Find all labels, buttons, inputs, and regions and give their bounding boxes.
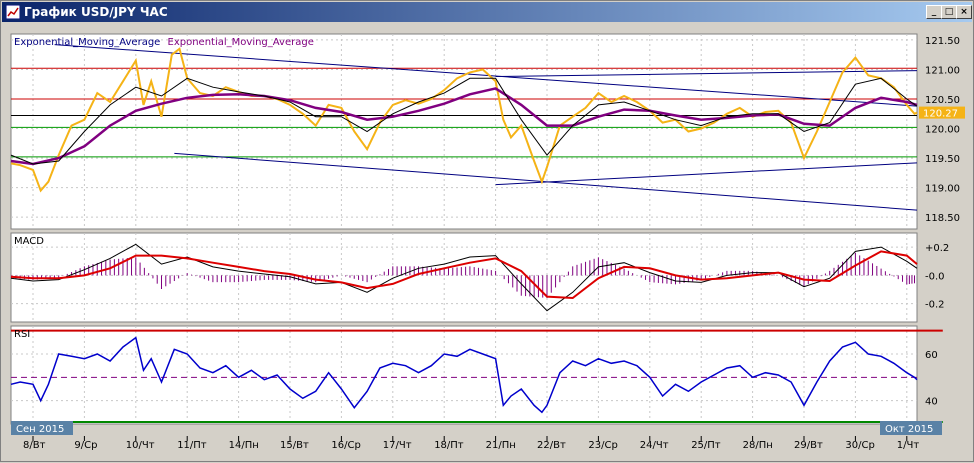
macd-plot-bg [10, 232, 918, 323]
rsi-grid [11, 326, 917, 424]
macd-signal-line [10, 250, 918, 300]
x-axis-labels: 8/Вт 9/Ср 10/Чт 11/Пт 14/Пн 15/Вт 16/Ср 17/Чт 18… [23, 436, 919, 451]
macd-title: MACD [14, 236, 44, 247]
month-start-label: Сен 2015 [16, 424, 64, 435]
trendline [495, 162, 918, 186]
rsi-pane[interactable]: RSI 60 40 [10, 325, 943, 425]
trendline [54, 44, 918, 107]
title-bar: График USD/JPY ЧАС _ □ × [2, 2, 972, 22]
macd-tick-label: -0.0 [925, 271, 945, 282]
x-tick-label: 17/Чт [383, 440, 412, 451]
ema-fast-line [10, 77, 918, 165]
x-tick-label: 18/Пт [434, 440, 464, 451]
minimize-button[interactable]: _ [926, 5, 942, 19]
price-trendlines [54, 44, 918, 211]
rsi-tick-label: 40 [925, 397, 938, 408]
x-tick-label: 15/Вт [280, 440, 309, 451]
ema-legend-1: Exponential_Moving_Average [14, 37, 160, 48]
x-tick-label: 23/Ср [588, 440, 617, 451]
price-tick-label: 119.50 [925, 154, 960, 165]
rsi-line [10, 336, 918, 414]
price-tick-label: 121.00 [925, 65, 960, 76]
month-end-label: Окт 2015 [885, 424, 933, 435]
price-tick-label: 120.00 [925, 125, 960, 136]
x-tick-label: 28/Пн [743, 440, 773, 451]
current-price-box [919, 106, 965, 119]
price-tick-label: 120.50 [925, 95, 960, 106]
rsi-levels [11, 329, 943, 423]
macd-tick-label: +0.2 [925, 243, 949, 254]
price-tick-label: 119.00 [925, 184, 960, 195]
price-y-axis: 121.50 121.00 120.50 120.00 119.50 119.00 118.… [925, 36, 960, 224]
x-tick-label: 24/Чт [640, 440, 669, 451]
window-title: График USD/JPY ЧАС [24, 5, 168, 19]
x-tick-label: 8/Вт [23, 440, 46, 451]
x-tick-label: 29/Вт [794, 440, 823, 451]
chart-app-icon [6, 5, 20, 19]
month-end-box [880, 421, 942, 435]
chart-area[interactable]: Exponential_Moving_Average Exponential_M… [5, 24, 971, 459]
price-tick-label: 118.50 [925, 213, 960, 224]
rsi-y-axis: 60 40 [925, 350, 938, 408]
x-tick-label: 21/Пн [486, 440, 516, 451]
ema-legend: Exponential_Moving_Average Exponential_M… [14, 37, 314, 48]
x-tick-label: 22/Вт [537, 440, 566, 451]
x-tick-label: 1/Чт [897, 440, 920, 451]
x-tick-label: 11/Пт [177, 440, 207, 451]
trendline [495, 70, 918, 78]
price-line [10, 47, 918, 193]
current-price-label: 120.27 [923, 109, 958, 120]
chart-svg[interactable]: Exponential_Moving_Average Exponential_M… [5, 24, 971, 459]
x-tick-label: 14/Пн [229, 440, 259, 451]
price-plot-bg [10, 33, 918, 230]
close-button[interactable]: × [956, 5, 972, 19]
month-start-box [11, 421, 73, 435]
ema-legend-2: Exponential_Moving_Average [168, 37, 314, 48]
price-tick-label: 121.50 [925, 36, 960, 47]
macd-pane[interactable]: MACD +0.2 -0.0 -0.2 [10, 232, 949, 323]
x-tick-label: 30/Ср [845, 440, 874, 451]
x-tick-label: 25/Пт [691, 440, 721, 451]
rsi-plot-bg [10, 325, 918, 425]
rsi-title: RSI [14, 329, 30, 340]
x-tick-label: 9/Ср [74, 440, 97, 451]
macd-y-axis: +0.2 -0.0 -0.2 [925, 243, 949, 311]
x-tick-label: 16/Ср [331, 440, 360, 451]
maximize-button[interactable]: □ [941, 5, 957, 19]
x-tick-label: 10/Чт [126, 440, 155, 451]
price-pane[interactable]: Exponential_Moving_Average Exponential_M… [10, 33, 965, 230]
x-axis: Сен 2015 Окт 2015 8/Вт 9/Ср 10/Чт 11/Пт 14/П… [11, 421, 942, 458]
x-axis-bg [11, 436, 917, 458]
rsi-tick-label: 60 [925, 350, 938, 361]
macd-tick-label: -0.2 [925, 300, 945, 311]
